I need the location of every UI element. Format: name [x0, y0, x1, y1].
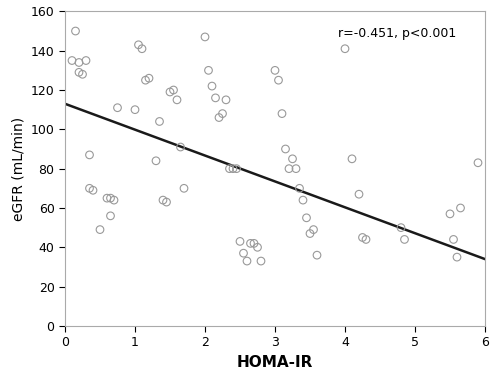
Point [232, 166, 240, 172]
Point [299, 197, 307, 203]
Point [75, 69, 83, 75]
Point [474, 160, 482, 166]
Point [176, 144, 184, 150]
Point [310, 227, 318, 233]
Point [68, 58, 76, 64]
Point [226, 166, 234, 172]
Point [201, 34, 209, 40]
Point [142, 77, 150, 83]
Point [96, 227, 104, 233]
Point [156, 118, 164, 124]
Point [240, 250, 248, 256]
Point [450, 236, 458, 243]
X-axis label: HOMA-IR: HOMA-IR [237, 355, 313, 370]
Point [106, 195, 114, 201]
Point [212, 95, 220, 101]
Point [86, 152, 94, 158]
Point [397, 225, 405, 231]
Point [362, 236, 370, 243]
Point [400, 236, 408, 243]
Point [218, 111, 226, 117]
Point [204, 67, 212, 74]
Point [72, 28, 80, 34]
Y-axis label: eGFR (mL/min): eGFR (mL/min) [11, 117, 25, 221]
Point [114, 105, 122, 111]
Point [78, 71, 86, 77]
Point [173, 97, 181, 103]
Text: r=-0.451, p<0.001: r=-0.451, p<0.001 [338, 27, 456, 40]
Point [131, 106, 139, 113]
Point [246, 240, 254, 246]
Point [222, 97, 230, 103]
Point [355, 191, 363, 197]
Point [274, 77, 282, 83]
Point [288, 156, 296, 162]
Point [306, 230, 314, 236]
Point [89, 187, 97, 193]
Point [208, 83, 216, 89]
Point [254, 244, 262, 251]
Point [215, 114, 223, 121]
Point [282, 146, 290, 152]
Point [292, 166, 300, 172]
Point [229, 166, 237, 172]
Point [302, 215, 310, 221]
Point [145, 75, 153, 81]
Point [296, 185, 304, 191]
Point [456, 205, 464, 211]
Point [446, 211, 454, 217]
Point [257, 258, 265, 264]
Point [134, 42, 142, 48]
Point [243, 258, 251, 264]
Point [86, 185, 94, 191]
Point [106, 213, 114, 219]
Point [152, 158, 160, 164]
Point [341, 46, 349, 52]
Point [75, 60, 83, 66]
Point [271, 67, 279, 74]
Point [313, 252, 321, 258]
Point [285, 166, 293, 172]
Point [348, 156, 356, 162]
Point [110, 197, 118, 203]
Point [453, 254, 461, 260]
Point [278, 111, 286, 117]
Point [236, 238, 244, 244]
Point [170, 87, 177, 93]
Point [250, 240, 258, 246]
Point [358, 235, 366, 241]
Point [166, 89, 174, 95]
Point [180, 185, 188, 191]
Point [138, 46, 146, 52]
Point [159, 197, 167, 203]
Point [103, 195, 111, 201]
Point [162, 199, 170, 205]
Point [82, 58, 90, 64]
